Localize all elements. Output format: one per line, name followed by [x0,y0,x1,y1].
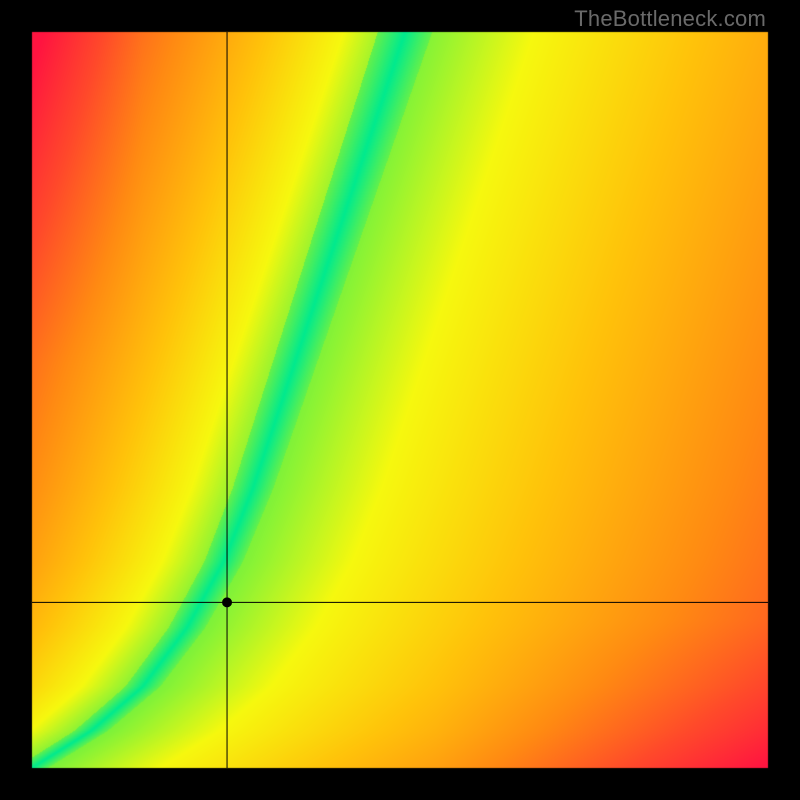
bottleneck-heatmap [0,0,800,800]
watermark-text: TheBottleneck.com [574,6,766,32]
chart-container: TheBottleneck.com [0,0,800,800]
